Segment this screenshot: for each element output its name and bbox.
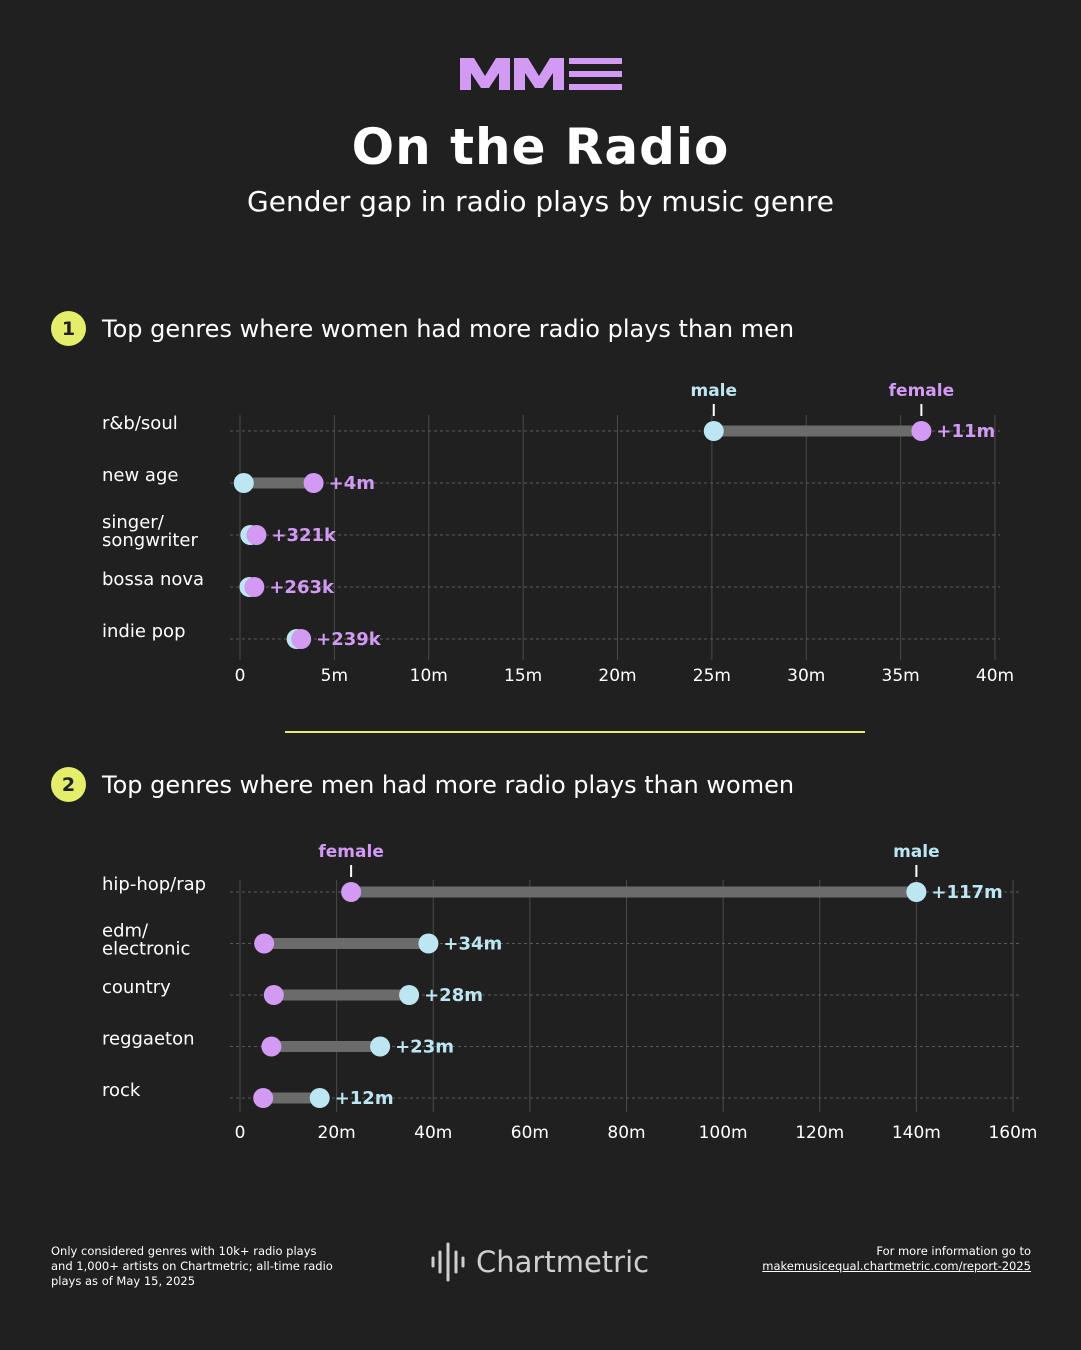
section-2-badge: 2 [51, 767, 86, 802]
gap-label: +34m [443, 934, 502, 955]
x-tick-label: 30m [787, 666, 825, 686]
section-divider [285, 731, 865, 733]
female-point [244, 577, 265, 597]
female-point [263, 985, 284, 1005]
female-point [261, 1036, 282, 1057]
x-tick-label: 60m [511, 1123, 549, 1143]
gap-label: +23m [395, 1037, 454, 1058]
category-label: rock [102, 1080, 141, 1101]
x-tick-label: 15m [504, 666, 542, 686]
x-tick-label: 100m [699, 1123, 748, 1143]
female-point [291, 629, 312, 649]
category-label: new age [102, 465, 178, 486]
x-tick-label: 20m [598, 666, 636, 686]
gap-label: +12m [335, 1088, 394, 1109]
female-point [246, 525, 267, 545]
x-tick-label: 0 [235, 666, 246, 686]
male-point [418, 933, 439, 954]
category-label: indie pop [102, 621, 186, 642]
male-point [399, 985, 420, 1005]
x-tick-label: 160m [988, 1123, 1037, 1143]
category-label: hip-hop/rap [102, 874, 206, 895]
x-tick-label: 25m [693, 666, 731, 686]
x-tick-label: 10m [410, 666, 448, 686]
female-point [911, 421, 932, 441]
male-point [370, 1036, 391, 1057]
footnote: Only considered genres with 10k+ radio p… [51, 1244, 333, 1288]
gap-label: +11m [936, 421, 995, 442]
x-tick-label: 5m [321, 666, 348, 686]
x-tick-label: 0 [235, 1123, 246, 1143]
male-legend-label: male [690, 381, 737, 401]
section-2-title: Top genres where men had more radio play… [102, 770, 795, 799]
male-point [233, 473, 254, 493]
female-legend-label: female [889, 381, 954, 401]
x-tick-label: 40m [414, 1123, 452, 1143]
x-tick-label: 20m [318, 1123, 356, 1143]
waveform-icon [431, 1242, 465, 1282]
more-info-label: For more information go to [876, 1244, 1031, 1258]
female-legend-label: female [318, 842, 383, 862]
male-point [309, 1088, 330, 1108]
section-1-header: 1 Top genres where women had more radio … [51, 311, 794, 346]
brand-name: Chartmetric [476, 1245, 650, 1279]
mme-logo [460, 58, 622, 90]
page-title: On the Radio [351, 118, 730, 176]
chartmetric-brand: Chartmetric [430, 1242, 649, 1282]
gap-label: +4m [329, 473, 375, 494]
gap-label: +28m [424, 985, 483, 1006]
report-link[interactable]: makemusicequal.chartmetric.com/report-20… [762, 1259, 1031, 1273]
x-tick-label: 35m [882, 666, 920, 686]
female-point [253, 1088, 274, 1108]
x-tick-label: 120m [795, 1123, 844, 1143]
section-1-badge: 1 [51, 311, 86, 346]
category-label: country [102, 977, 171, 998]
female-point [303, 473, 324, 493]
x-tick-label: 80m [607, 1123, 645, 1143]
section-1-title: Top genres where women had more radio pl… [102, 314, 795, 343]
female-point [254, 933, 275, 954]
gap-label: +263k [269, 577, 335, 598]
gap-label: +117m [931, 882, 1002, 903]
male-point [703, 421, 724, 441]
x-tick-label: 40m [976, 666, 1014, 686]
category-label: reggaeton [102, 1029, 195, 1050]
x-tick-label: 140m [892, 1123, 941, 1143]
male-point [906, 882, 927, 902]
section-2-header: 2 Top genres where men had more radio pl… [51, 767, 794, 802]
category-label: singer/songwriter [102, 512, 198, 551]
female-point [341, 882, 362, 902]
category-label: bossa nova [102, 569, 204, 590]
gap-label: +239k [316, 629, 382, 650]
more-info: For more information go to makemusicequa… [762, 1244, 1031, 1274]
category-label: edm/electronic [102, 921, 190, 960]
page-subtitle: Gender gap in radio plays by music genre [247, 185, 834, 218]
gap-label: +321k [271, 525, 337, 546]
category-label: r&b/soul [102, 413, 178, 434]
chart-women-lead: 0 5m 10m 15m 20m 25m 30m 35m 40m r&b/soul +11m male… [102, 381, 1014, 686]
male-legend-label: male [893, 842, 940, 862]
chart-men-lead: 0 20m 40m 60m 80m 100m 120m 140m 160m hip-hop/rap… [102, 842, 1038, 1143]
